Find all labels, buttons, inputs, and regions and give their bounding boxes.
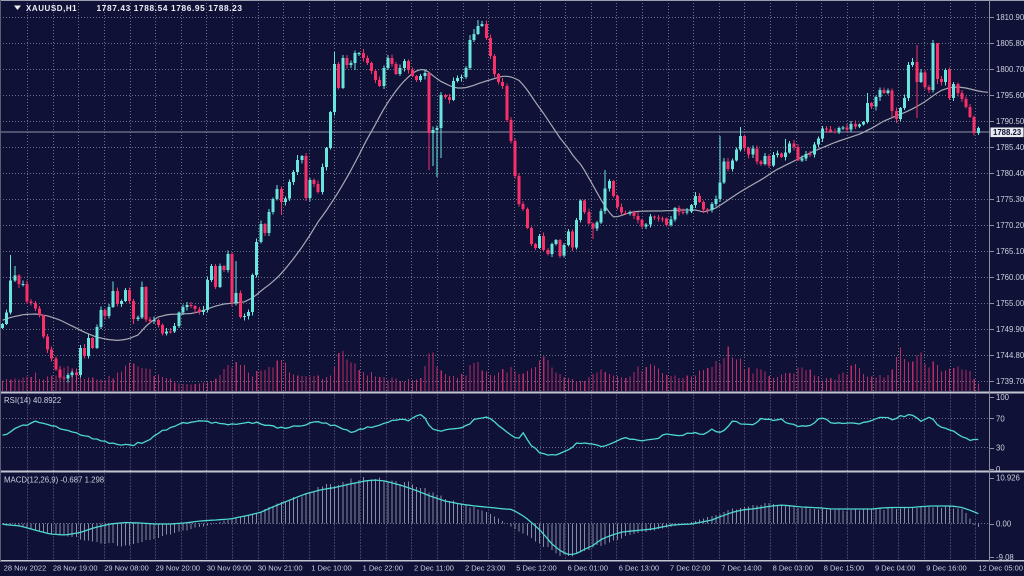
svg-text:30: 30 <box>996 443 1005 452</box>
svg-text:12 Dec 05:00: 12 Dec 05:00 <box>978 564 1023 573</box>
svg-text:8 Dec 03:00: 8 Dec 03:00 <box>773 564 813 573</box>
svg-text:70: 70 <box>996 414 1005 423</box>
svg-text:6 Dec 01:00: 6 Dec 01:00 <box>568 564 608 573</box>
svg-text:1 Dec 22:00: 1 Dec 22:00 <box>363 564 403 573</box>
svg-text:1790.50: 1790.50 <box>996 117 1024 126</box>
svg-text:100: 100 <box>996 393 1010 402</box>
svg-text:29 Nov 08:00: 29 Nov 08:00 <box>104 564 149 573</box>
svg-text:1 Dec 10:00: 1 Dec 10:00 <box>311 564 351 573</box>
svg-text:0: 0 <box>996 465 1001 474</box>
svg-text:0.00: 0.00 <box>996 519 1012 528</box>
svg-text:RSI(14) 40.8922: RSI(14) 40.8922 <box>4 396 61 405</box>
svg-text:1739.70: 1739.70 <box>996 377 1024 386</box>
svg-text:XAUUSD,H1: XAUUSD,H1 <box>26 4 77 13</box>
svg-text:1760.00: 1760.00 <box>996 273 1024 282</box>
svg-text:1780.40: 1780.40 <box>996 169 1024 178</box>
svg-text:10.926: 10.926 <box>996 473 1020 482</box>
svg-text:1787.43 1788.54 1786.95 1788.2: 1787.43 1788.54 1786.95 1788.23 <box>97 3 243 13</box>
svg-text:-9.08: -9.08 <box>996 553 1014 562</box>
svg-text:9 Dec 16:00: 9 Dec 16:00 <box>926 564 966 573</box>
svg-text:1788.23: 1788.23 <box>993 128 1022 137</box>
svg-text:1800.70: 1800.70 <box>996 65 1024 74</box>
svg-text:8 Dec 15:00: 8 Dec 15:00 <box>824 564 864 573</box>
svg-text:28 Nov 2022: 28 Nov 2022 <box>4 564 47 573</box>
svg-text:29 Nov 20:00: 29 Nov 20:00 <box>155 564 200 573</box>
svg-text:5 Dec 12:00: 5 Dec 12:00 <box>516 564 556 573</box>
svg-text:7 Dec 14:00: 7 Dec 14:00 <box>721 564 761 573</box>
svg-text:1795.60: 1795.60 <box>996 91 1024 100</box>
svg-text:1749.90: 1749.90 <box>996 325 1024 334</box>
svg-text:MACD(12,26,9) -0.687 1.298: MACD(12,26,9) -0.687 1.298 <box>4 476 104 485</box>
svg-text:1775.30: 1775.30 <box>996 195 1024 204</box>
svg-text:28 Nov 19:00: 28 Nov 19:00 <box>53 564 98 573</box>
svg-text:1744.80: 1744.80 <box>996 351 1024 360</box>
svg-text:2 Dec 23:00: 2 Dec 23:00 <box>465 564 505 573</box>
svg-text:30 Nov 21:00: 30 Nov 21:00 <box>258 564 303 573</box>
svg-text:1765.10: 1765.10 <box>996 247 1024 256</box>
svg-text:1770.20: 1770.20 <box>996 221 1024 230</box>
svg-text:1785.40: 1785.40 <box>996 143 1024 152</box>
svg-text:1805.80: 1805.80 <box>996 39 1024 48</box>
svg-text:6 Dec 13:00: 6 Dec 13:00 <box>619 564 659 573</box>
svg-text:30 Nov 09:00: 30 Nov 09:00 <box>207 564 252 573</box>
svg-text:1810.90: 1810.90 <box>996 13 1024 22</box>
svg-text:7 Dec 02:00: 7 Dec 02:00 <box>670 564 710 573</box>
svg-text:2 Dec 11:00: 2 Dec 11:00 <box>414 564 454 573</box>
svg-text:1755.00: 1755.00 <box>996 299 1024 308</box>
svg-text:9 Dec 04:00: 9 Dec 04:00 <box>875 564 915 573</box>
